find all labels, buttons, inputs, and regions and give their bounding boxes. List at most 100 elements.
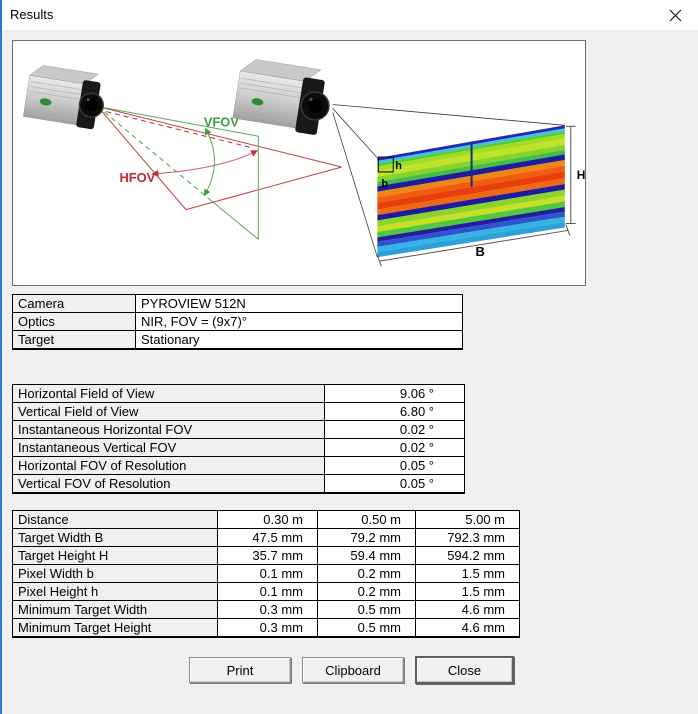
cell-value: 0.3 mm (217, 618, 318, 637)
cell-value: 0.5 mm (317, 618, 416, 637)
row-label: Minimum Target Height (12, 618, 218, 637)
cell-value: 0.1 mm (217, 564, 318, 583)
fov-value: 9.06 ° (324, 384, 465, 403)
fov-value: 6.80 ° (324, 402, 465, 421)
pixel-height-label: h (395, 160, 402, 172)
cell-value: 35.7 mm (217, 546, 318, 565)
window-title: Results (10, 7, 54, 22)
table-row: Pixel Height h 0.1 mm 0.2 mm 1.5 mm (12, 582, 520, 601)
fov-label: Vertical Field of View (12, 402, 325, 421)
fov-value: 0.02 ° (324, 420, 465, 439)
print-button[interactable]: Print (189, 657, 291, 683)
hfov-lines (97, 105, 342, 211)
thermal-band (377, 221, 565, 258)
fov-label: Horizontal FOV of Resolution (12, 456, 325, 475)
cell-value: 0.2 mm (317, 582, 416, 601)
fov-results-table: Horizontal Field of View 9.06 ° Vertical… (12, 384, 465, 494)
fov-value: 0.02 ° (324, 438, 465, 457)
camera-left (22, 65, 104, 130)
info-label: Target (12, 330, 136, 349)
thermal-band (377, 178, 565, 216)
info-label: Camera (12, 294, 136, 313)
table-row: Target Stationary (12, 330, 463, 349)
titlebar: Results (2, 0, 698, 30)
projection-lines (332, 104, 565, 258)
row-label: Pixel Height h (12, 582, 218, 601)
thermal-band (377, 189, 565, 227)
fov-value: 0.05 ° (324, 456, 465, 475)
camera-fov-illustration: h b H B VFOV (22, 59, 585, 267)
thermal-band (377, 195, 565, 232)
row-label: Minimum Target Width (12, 600, 218, 619)
camera-info-table: Camera PYROVIEW 512N Optics NIR, FOV = (… (12, 294, 463, 350)
table-row: Pixel Width b 0.1 mm 0.2 mm 1.5 mm (12, 564, 520, 583)
cell-value: 79.2 mm (317, 528, 416, 547)
thermal-band (377, 211, 565, 247)
vfov-lines (97, 105, 259, 240)
cell-value: 0.3 mm (217, 600, 318, 619)
cell-value: 0.5 mm (317, 600, 416, 619)
cell-value: 594.2 mm (415, 546, 520, 565)
fov-label: Horizontal Field of View (12, 384, 325, 403)
thermal-band (377, 201, 565, 238)
thermal-band (377, 171, 565, 210)
table-row: Target Width B 47.5 mm 79.2 mm 792.3 mm (12, 528, 520, 547)
table-row: Instantaneous Vertical FOV 0.02 ° (12, 438, 465, 457)
target-width-label: B (476, 244, 485, 259)
table-row: Vertical Field of View 6.80 ° (12, 402, 465, 421)
info-value: PYROVIEW 512N (135, 294, 463, 313)
thermal-band (377, 184, 565, 221)
table-row: Camera PYROVIEW 512N (12, 294, 463, 313)
table-row: Horizontal Field of View 9.06 ° (12, 384, 465, 403)
row-label: Target Height H (12, 546, 218, 565)
pixel-width-label: b (381, 178, 388, 190)
distance-col-header: 0.30 m (217, 510, 318, 529)
close-icon (669, 9, 681, 21)
thermal-band (377, 216, 565, 252)
camera-logo (39, 98, 52, 106)
fov-label: Instantaneous Horizontal FOV (12, 420, 325, 439)
target-height-label: H (577, 168, 585, 182)
width-dimension (376, 224, 571, 267)
table-row: Horizontal FOV of Resolution 0.05 ° (12, 456, 465, 475)
table-row: Vertical FOV of Resolution 0.05 ° (12, 474, 465, 493)
fov-label: Vertical FOV of Resolution (12, 474, 325, 493)
distance-header-label: Distance (12, 510, 218, 529)
distance-results-table: Distance 0.30 m 0.50 m 5.00 m Target Wid… (12, 510, 520, 638)
info-label: Optics (12, 312, 136, 331)
table-row: Instantaneous Horizontal FOV 0.02 ° (12, 420, 465, 439)
cell-value: 1.5 mm (415, 564, 520, 583)
table-row: Optics NIR, FOV = (9x7)° (12, 312, 463, 331)
clipboard-button[interactable]: Clipboard (302, 657, 404, 683)
cell-value: 0.1 mm (217, 582, 318, 601)
cell-value: 47.5 mm (217, 528, 318, 547)
row-label: Pixel Width b (12, 564, 218, 583)
cell-value: 792.3 mm (415, 528, 520, 547)
hfov-label: HFOV (119, 170, 155, 185)
thermal-band (377, 207, 565, 242)
cell-value: 0.2 mm (317, 564, 416, 583)
camera-right (232, 59, 330, 135)
table-row: Minimum Target Height 0.3 mm 0.5 mm 4.6 … (12, 618, 520, 637)
distance-col-header: 0.50 m (317, 510, 416, 529)
vfov-label: VFOV (204, 114, 239, 129)
row-label: Target Width B (12, 528, 218, 547)
table-row: Minimum Target Width 0.3 mm 0.5 mm 4.6 m… (12, 600, 520, 619)
cell-value: 59.4 mm (317, 546, 416, 565)
height-dimension (565, 125, 576, 224)
close-window-button[interactable] (660, 2, 690, 28)
table-header-row: Distance 0.30 m 0.50 m 5.00 m (12, 510, 520, 529)
cell-value: 4.6 mm (415, 600, 520, 619)
fov-label: Instantaneous Vertical FOV (12, 438, 325, 457)
fov-value: 0.05 ° (324, 474, 465, 493)
info-value: NIR, FOV = (9x7)° (135, 312, 463, 331)
camera-logo (251, 98, 264, 106)
camera-fov-illustration-panel: h b H B VFOV (12, 40, 586, 286)
cell-value: 4.6 mm (415, 618, 520, 637)
pixel-box (377, 156, 394, 173)
distance-col-header: 5.00 m (415, 510, 520, 529)
cell-value: 1.5 mm (415, 582, 520, 601)
close-button[interactable]: Close (415, 656, 514, 684)
info-value: Stationary (135, 330, 463, 349)
